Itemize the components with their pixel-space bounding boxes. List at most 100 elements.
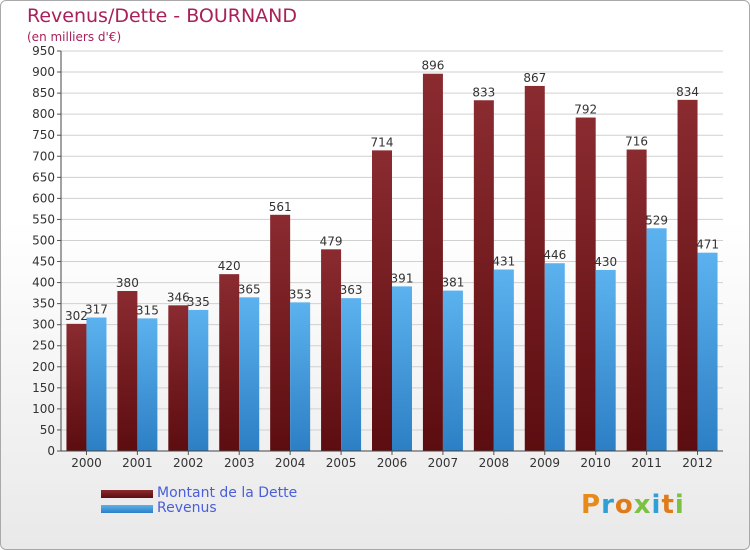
x-tick-label: 2009 [529, 456, 560, 470]
bar-revenus [392, 286, 412, 451]
axes [60, 51, 723, 452]
y-tick-label: 750 [32, 128, 55, 142]
x-tick-label: 2011 [631, 456, 662, 470]
y-tick-label: 900 [32, 65, 55, 79]
bar-revenus [239, 297, 260, 451]
bar-revenus [697, 252, 718, 451]
logo-letter: o [614, 490, 634, 520]
y-tick-label: 50 [40, 423, 55, 437]
logo-letter: x [633, 490, 652, 520]
value-label-revenus: 391 [391, 271, 414, 285]
x-tick-label: 2000 [71, 456, 102, 470]
value-label-dette: 896 [421, 59, 444, 73]
bar-revenus [493, 269, 514, 451]
value-label-dette: 716 [625, 135, 648, 149]
x-tick-label: 2006 [377, 456, 408, 470]
y-tick-label: 300 [32, 318, 55, 332]
value-label-dette: 792 [574, 103, 597, 117]
value-label-revenus: 335 [187, 295, 210, 309]
value-label-revenus: 363 [340, 283, 363, 297]
bar-revenus [290, 302, 311, 451]
x-tick-label: 2001 [122, 456, 153, 470]
value-label-dette: 834 [676, 85, 699, 99]
logo-letter: t [661, 490, 675, 520]
value-label-revenus: 430 [594, 255, 617, 269]
value-label-dette: 420 [218, 259, 241, 273]
value-label-dette: 833 [472, 85, 495, 99]
bar-dette [219, 274, 240, 451]
value-label-revenus: 365 [238, 282, 261, 296]
legend-label-dette: Montant de la Dette [157, 485, 298, 501]
value-label-revenus: 353 [289, 287, 312, 301]
bar-revenus [137, 318, 158, 451]
bar-revenus [86, 317, 107, 451]
value-label-revenus: 315 [136, 303, 159, 317]
bar-revenus [188, 309, 209, 451]
logo-letter: r [601, 490, 615, 520]
y-tick-label: 450 [32, 255, 55, 269]
bar-dette [66, 323, 87, 451]
y-tick-label: 250 [32, 339, 55, 353]
value-label-dette: 302 [65, 309, 88, 323]
bar-revenus [341, 298, 362, 451]
chart-subtitle: (en milliers d'€) [27, 30, 122, 44]
bar-dette [473, 100, 494, 452]
logo-letter: P [581, 490, 602, 520]
bar-dette [422, 73, 443, 451]
legend-swatch-dette [101, 490, 153, 498]
logo-letter: i [674, 490, 685, 520]
value-label-dette: 714 [371, 135, 394, 149]
logo-letter: i [651, 490, 662, 520]
x-tick-label: 2005 [326, 456, 357, 470]
y-tick-label: 800 [32, 107, 55, 121]
bar-dette [677, 99, 698, 451]
bar-revenus [646, 228, 667, 451]
bar-dette [321, 249, 342, 451]
bar-dette [372, 150, 392, 452]
y-tick-label: 600 [32, 191, 55, 205]
x-tick-label: 2010 [580, 456, 611, 470]
y-tick-label: 700 [32, 149, 55, 163]
y-tick-label: 0 [47, 444, 55, 458]
x-tick-label: 2002 [173, 456, 204, 470]
value-label-dette: 380 [116, 276, 139, 290]
x-tick-label: 2004 [275, 456, 306, 470]
bar-dette [524, 85, 545, 452]
value-label-dette: 346 [167, 290, 190, 304]
bar-dette [575, 117, 596, 452]
chart-title: Revenus/Dette - BOURNAND [27, 5, 298, 27]
legend-swatch-revenus [101, 505, 153, 513]
bar-dette [168, 305, 189, 451]
value-label-dette: 479 [320, 234, 343, 248]
y-tick-label: 350 [32, 297, 55, 311]
value-label-dette: 561 [269, 200, 292, 214]
y-tick-label: 400 [32, 276, 55, 290]
proxiti-logo: Proxiti [581, 490, 685, 520]
x-tick-label: 2007 [428, 456, 459, 470]
bars [66, 73, 718, 452]
x-axis-ticks: 2000 2001 2002 2003 2004 2005 2006 2007 2008 2009… [71, 451, 713, 470]
value-label-revenus: 446 [543, 248, 566, 262]
x-tick-label: 2012 [682, 456, 713, 470]
bar-dette [270, 214, 291, 451]
legend-label-revenus: Revenus [157, 500, 217, 516]
y-tick-label: 500 [32, 233, 55, 247]
bar-revenus [595, 269, 616, 451]
y-tick-label: 650 [32, 170, 55, 184]
bar-dette [117, 291, 138, 451]
y-axis-ticks: 0 50 100 150 200 250 300 350 400 450 500 550 600 650 7… [32, 44, 61, 458]
y-tick-label: 150 [32, 381, 55, 395]
y-tick-label: 850 [32, 86, 55, 100]
bar-revenus [544, 263, 565, 451]
bar-revenus [442, 290, 463, 451]
x-tick-label: 2008 [479, 456, 510, 470]
value-label-revenus: 529 [645, 213, 668, 227]
y-tick-label: 550 [32, 212, 55, 226]
value-label-revenus: 381 [441, 276, 464, 290]
bar-dette [626, 149, 647, 452]
y-tick-label: 100 [32, 402, 55, 416]
x-tick-label: 2003 [224, 456, 255, 470]
